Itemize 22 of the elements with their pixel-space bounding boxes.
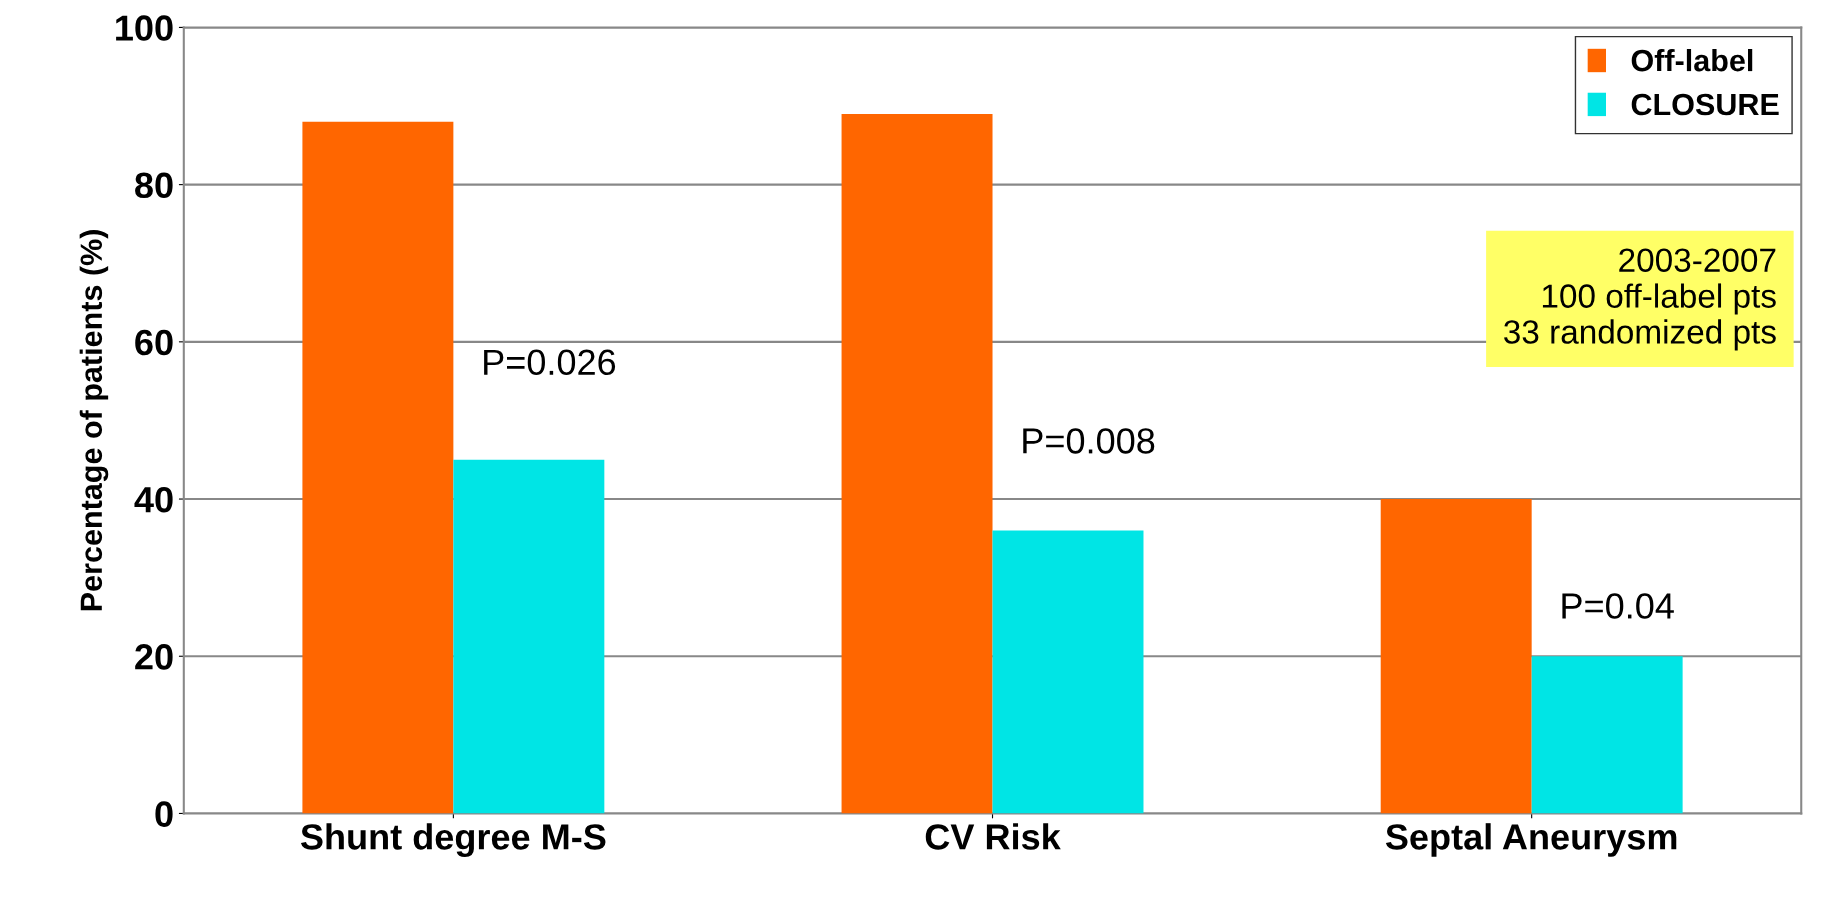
y-tick-label: 80: [135, 172, 173, 199]
y-axis-title: Percentage of patients (%): [79, 230, 109, 611]
annotation: P=0.026: [484, 349, 616, 376]
x-tick-label: CV Risk: [925, 823, 1061, 850]
annotation: 2003-2007 100 off-label pts 33 randomized pts: [1504, 248, 1776, 351]
bar: [1380, 499, 1532, 814]
bar: [841, 113, 993, 814]
bar: [992, 530, 1144, 814]
y-tick-label: 20: [135, 644, 173, 670]
annotation: P=0.008: [1023, 428, 1155, 454]
y-tick-label: 0: [155, 801, 173, 827]
y-tick-label: 60: [135, 329, 173, 356]
bar: [453, 459, 605, 814]
bar: [1531, 656, 1683, 814]
x-tick-label: Shunt degree M-S: [300, 823, 606, 857]
x-tick-label: Septal Aneurysm: [1385, 823, 1677, 857]
y-tick-label: 40: [134, 486, 173, 513]
y-tick-label: 100: [116, 15, 173, 41]
annotation: P=0.04: [1562, 593, 1674, 619]
bar: [302, 121, 454, 814]
legend-label: CLOSURE: [1631, 93, 1779, 116]
legend-label: Off-label: [1631, 48, 1753, 72]
